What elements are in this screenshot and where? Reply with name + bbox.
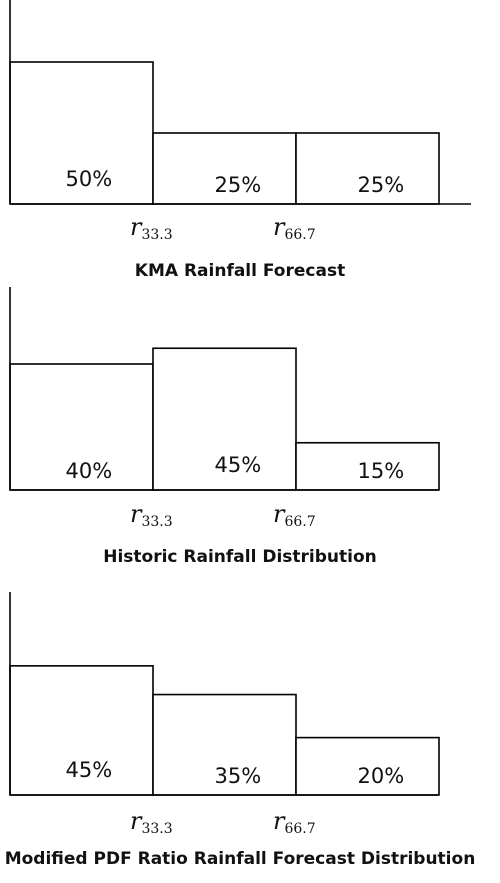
chart-1-data-label-2: 25%: [215, 173, 262, 197]
chart-2-tick-subscript-1: 33.3: [141, 514, 172, 530]
chart-3-bar-3: [295, 736, 440, 796]
chart-3-tick-label-1: r33.3: [130, 807, 173, 837]
chart-1-tick-label-2: r66.7: [273, 213, 316, 243]
chart-3-data-label-3: 20%: [358, 764, 405, 788]
chart-3-tick-subscript-1: 33.3: [141, 821, 172, 837]
chart-2-bar-2: [152, 347, 297, 491]
chart-1-bar-1: [9, 61, 154, 205]
chart-1-tick-label-1: r33.3: [130, 213, 173, 243]
chart-2-data-label-3: 15%: [358, 459, 405, 483]
chart-1-bar-2: [152, 132, 297, 205]
chart-3-tick-label-2: r66.7: [273, 807, 316, 837]
chart-3-data-label-1: 45%: [66, 758, 113, 782]
chart-2-title: Historic Rainfall Distribution: [103, 547, 377, 567]
chart-1-bar-3: [295, 132, 440, 205]
chart-1-tick-subscript-2: 66.7: [284, 227, 315, 243]
chart-2-tick-label-1: r33.3: [130, 500, 173, 530]
chart-1-title: KMA Rainfall Forecast: [135, 261, 345, 281]
chart-2-data-label-1: 40%: [66, 459, 113, 483]
chart-2-tick-subscript-2: 66.7: [284, 514, 315, 530]
chart-3-title: Modified PDF Ratio Rainfall Forecast Dis…: [5, 849, 476, 869]
chart-1-data-label-1: 50%: [66, 167, 113, 191]
chart-1-data-label-3: 25%: [358, 173, 405, 197]
chart-2-tick-label-2: r66.7: [273, 500, 316, 530]
chart-3-tick-subscript-2: 66.7: [284, 821, 315, 837]
chart-2-data-label-2: 45%: [215, 453, 262, 477]
chart-3-data-label-2: 35%: [215, 764, 262, 788]
chart-1-tick-subscript-1: 33.3: [141, 227, 172, 243]
chart-2-bar-3: [295, 441, 440, 491]
